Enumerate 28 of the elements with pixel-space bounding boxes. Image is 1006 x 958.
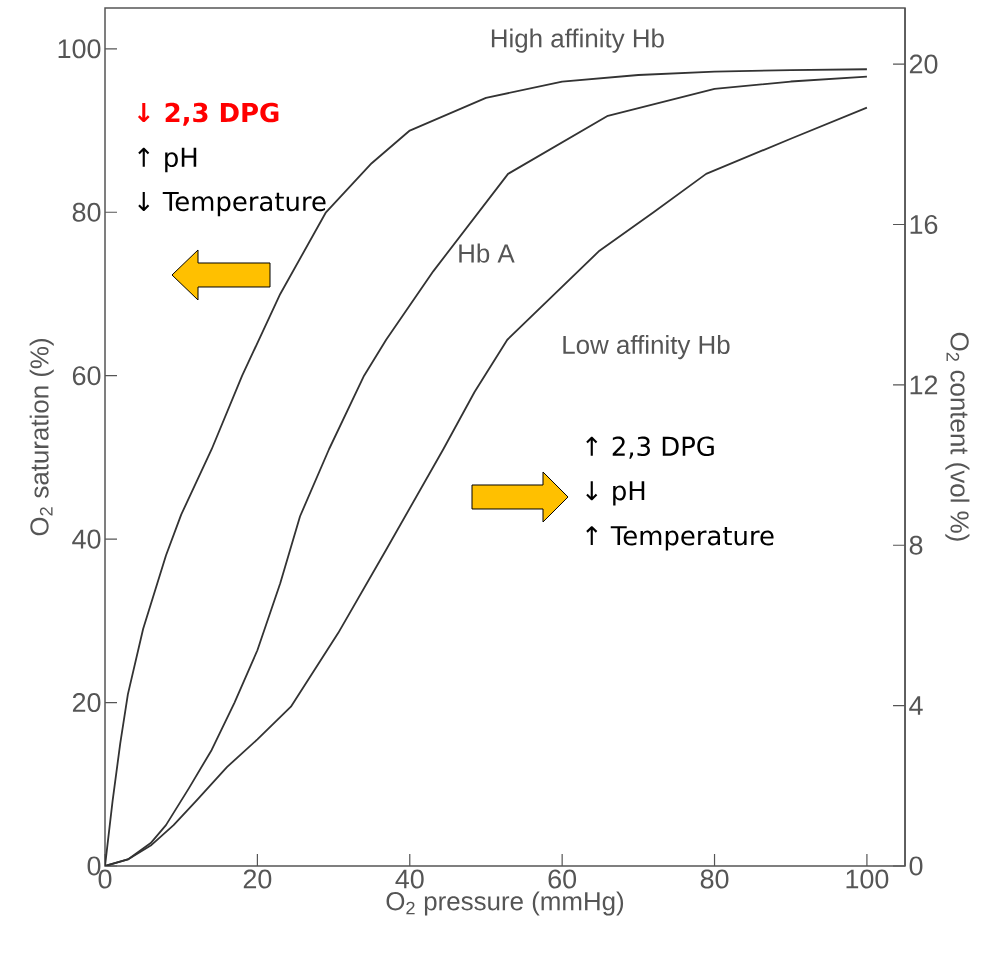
y-tick-label: 80: [72, 202, 101, 222]
y-tick-label: 100: [58, 39, 101, 59]
annotation: ↑ pH: [138, 147, 197, 173]
y2-tick-label: 20: [909, 54, 938, 74]
y2-tick-label: 0: [909, 856, 923, 876]
x-tick-label: 60: [548, 869, 577, 889]
y-tick-label: 20: [72, 693, 101, 713]
y2-tick-label: 16: [910, 214, 938, 235]
y2-tick-label: 4: [909, 696, 923, 715]
annotation: ↓ 2,3 DPG: [137, 102, 279, 126]
y-tick-label: 60: [72, 366, 101, 386]
y-tick-label: 40: [72, 529, 101, 549]
x-tick-label: 80: [700, 869, 729, 889]
series-label: High affinity Hb: [491, 28, 664, 53]
annotation: ↓ pH: [586, 481, 645, 506]
x-tick-label: 20: [243, 869, 272, 889]
y2-axis-title: O$_{2}$ content (vol %): [945, 332, 970, 541]
x-tick-label: 100: [846, 869, 889, 889]
annotation: ↑ 2,3 DPG: [586, 436, 714, 459]
y2-tick-label: 8: [909, 535, 923, 555]
x-tick-label: 40: [395, 869, 424, 889]
series-label: Hb A: [459, 243, 515, 263]
y2-tick-label: 12: [910, 375, 938, 395]
y-axis-title: O$_{2}$ saturation (%): [29, 339, 54, 536]
series-label: Low affinity Hb: [563, 335, 730, 360]
x-axis-title: O$_{2}$ pressure (mmHg): [386, 891, 624, 916]
annotation: ↑ Temperature: [586, 526, 774, 551]
annotation: ↓ Temperature: [138, 191, 326, 217]
